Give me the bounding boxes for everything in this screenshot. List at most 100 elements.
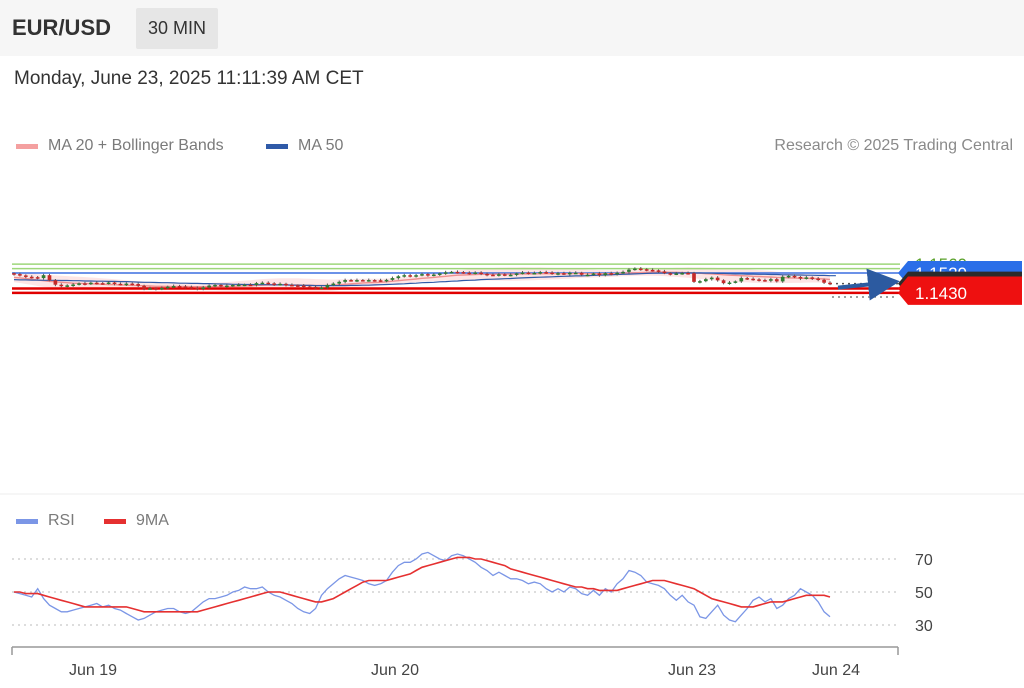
legend-rsi: RSI bbox=[16, 512, 75, 530]
candle-body bbox=[810, 277, 815, 279]
timestamp: Monday, June 23, 2025 11:11:39 AM CET bbox=[14, 68, 364, 89]
candle-body bbox=[272, 283, 277, 285]
candle-body bbox=[698, 281, 702, 283]
candle-body bbox=[29, 276, 34, 279]
candle-body bbox=[402, 275, 407, 277]
candle-body bbox=[644, 269, 649, 271]
candle-body bbox=[562, 273, 566, 275]
candle-body bbox=[769, 279, 773, 281]
candle-body bbox=[638, 268, 643, 271]
candle-body bbox=[585, 274, 590, 277]
rsi-ma-line bbox=[14, 556, 831, 613]
candle-body bbox=[633, 268, 637, 271]
rsi-swatch bbox=[16, 518, 38, 524]
candle-body bbox=[455, 271, 460, 274]
candle-body bbox=[159, 288, 164, 290]
candle-body bbox=[414, 275, 418, 277]
forecast-arrow bbox=[837, 268, 900, 301]
candle-body bbox=[721, 280, 726, 284]
timeframe-button[interactable]: 30 MIN bbox=[136, 8, 219, 49]
candle-body bbox=[816, 278, 821, 281]
candle-body bbox=[366, 280, 371, 282]
candle-body bbox=[35, 277, 40, 279]
candle-body bbox=[89, 282, 93, 285]
symbol-title: EUR/USD bbox=[12, 15, 112, 40]
candle-body bbox=[544, 272, 549, 274]
candle-body bbox=[550, 272, 554, 275]
candle-body bbox=[18, 274, 22, 276]
candle-body bbox=[165, 286, 170, 289]
candle-body bbox=[207, 285, 211, 288]
ma50-swatch bbox=[266, 143, 288, 149]
candle-body bbox=[396, 276, 401, 279]
candle-body bbox=[426, 274, 430, 276]
candle-body bbox=[372, 280, 377, 282]
candle-body bbox=[680, 273, 685, 275]
candle-body bbox=[83, 283, 87, 285]
candle-body bbox=[47, 275, 52, 281]
candle-body bbox=[467, 272, 472, 275]
candle-body bbox=[100, 283, 105, 285]
candle-body bbox=[420, 274, 424, 276]
candle-body bbox=[266, 282, 271, 285]
candle-body bbox=[378, 280, 383, 282]
candle-body bbox=[538, 272, 543, 274]
rsi-tick-label: 30 bbox=[915, 618, 933, 635]
candle-body bbox=[703, 279, 708, 282]
candle-body bbox=[254, 283, 259, 285]
candle-body bbox=[106, 282, 111, 285]
candle-body bbox=[301, 285, 306, 288]
candle-body bbox=[485, 273, 489, 276]
candle-body bbox=[431, 274, 436, 277]
legend-ma20-label: MA 20 + Bollinger Bands bbox=[48, 137, 224, 154]
candle-body bbox=[384, 279, 389, 282]
candle-body bbox=[520, 272, 525, 275]
level-tag bbox=[898, 280, 1022, 305]
candle-body bbox=[526, 272, 531, 275]
candle-body bbox=[59, 284, 64, 287]
legend-ma20: MA 20 + Bollinger Bands bbox=[16, 137, 224, 155]
candle-body bbox=[136, 284, 141, 286]
candle-body bbox=[609, 273, 614, 275]
x-tick-label: Jun 24 bbox=[812, 662, 860, 679]
candle-body bbox=[183, 286, 188, 288]
candle-body bbox=[390, 278, 395, 280]
candle-body bbox=[739, 278, 744, 282]
level-label: 1.1430 bbox=[915, 284, 967, 303]
credit-text: Research © 2025 Trading Central bbox=[774, 137, 1013, 154]
rsi-tick-label: 50 bbox=[915, 585, 933, 602]
candle-body bbox=[662, 271, 667, 274]
candle-body bbox=[112, 282, 117, 285]
ma50-line bbox=[13, 272, 836, 287]
candle-body bbox=[343, 280, 347, 282]
candle-body bbox=[461, 272, 466, 274]
candle-body bbox=[597, 273, 602, 276]
candle-body bbox=[751, 278, 755, 281]
candle-body bbox=[774, 279, 779, 282]
candle-body bbox=[295, 285, 300, 287]
candle-body bbox=[213, 284, 217, 287]
candle-body bbox=[804, 277, 809, 279]
candle-body bbox=[278, 283, 282, 286]
candle-body bbox=[349, 280, 353, 282]
candle-body bbox=[284, 283, 288, 286]
legend-rsi-ma-label: 9MA bbox=[136, 512, 169, 529]
rsi-ma-swatch bbox=[104, 518, 126, 524]
candle-body bbox=[201, 287, 206, 289]
time-axis: Jun 19 Jun 20 Jun 23 Jun 24 bbox=[11, 646, 899, 679]
candle-body bbox=[248, 284, 253, 287]
candle-body bbox=[556, 273, 560, 275]
candle-body bbox=[745, 278, 750, 280]
candle-body bbox=[189, 286, 194, 289]
candle-body bbox=[621, 271, 625, 274]
candle-body bbox=[307, 286, 312, 288]
candle-body bbox=[53, 280, 58, 285]
candle-body bbox=[408, 275, 413, 277]
legend-ma50-label: MA 50 bbox=[298, 137, 344, 154]
candle-body bbox=[627, 269, 631, 272]
x-tick-label: Jun 20 bbox=[371, 662, 419, 679]
candle-body bbox=[674, 273, 679, 275]
candle-body bbox=[148, 288, 152, 290]
candle-body bbox=[77, 283, 81, 285]
